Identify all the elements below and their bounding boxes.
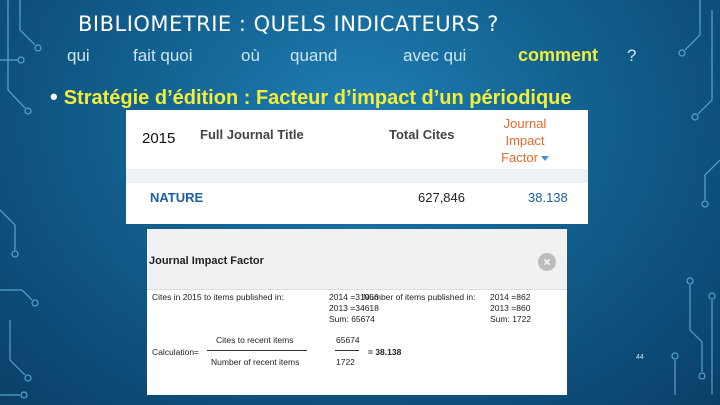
- numerator-label: Cites to recent items: [216, 335, 294, 345]
- items-label: Number of items published in:: [363, 292, 476, 302]
- slide-number: 44: [636, 354, 644, 361]
- col-header-jif[interactable]: Journal Impact Factor: [492, 115, 558, 166]
- question-quand: quand: [290, 46, 338, 65]
- fraction-bar-labels: [207, 350, 307, 351]
- items-2014: 2014 =862: [490, 292, 531, 302]
- bullet-dot-icon: •: [50, 84, 58, 109]
- jcr-year: 2015: [142, 130, 176, 147]
- question-avec-qui: avec qui: [403, 46, 467, 65]
- question-ou: où: [241, 46, 260, 65]
- popup-title: Journal Impact Factor: [149, 255, 264, 267]
- jif-value-link[interactable]: 38.138: [528, 190, 568, 205]
- cites-2013: 2013 =34618: [329, 303, 379, 313]
- journal-name-link[interactable]: NATURE: [150, 190, 204, 205]
- question-fait-quoi: fait quoi: [133, 46, 193, 65]
- calculation-result: = 38.138: [368, 347, 402, 357]
- denominator-label: Number of recent items: [211, 357, 300, 367]
- items-sum: Sum: 1722: [490, 314, 532, 324]
- question-mark: ?: [627, 46, 637, 65]
- col-header-title[interactable]: Full Journal Title: [200, 127, 304, 142]
- question-qui: qui: [67, 46, 90, 65]
- sort-down-icon[interactable]: [540, 156, 549, 162]
- cites-2014: 2014 =31056: [329, 292, 379, 302]
- jif-header-line2: Impact: [505, 133, 545, 148]
- cites-sum: Sum: 65674: [329, 314, 375, 324]
- cites-label: Cites in 2015 to items published in:: [152, 292, 284, 302]
- numerator-value: 65674: [336, 335, 360, 345]
- table-divider: [126, 169, 588, 183]
- bullet-point: • Stratégie d’édition : Facteur d’impact …: [50, 84, 572, 110]
- jcr-table-screenshot: 2015 Full Journal Title Total Cites Jour…: [126, 110, 588, 224]
- total-cites-value: 627,846: [418, 190, 465, 205]
- close-icon[interactable]: ×: [538, 253, 556, 271]
- col-header-cites[interactable]: Total Cites: [389, 127, 455, 142]
- bullet-text: Stratégie d’édition : Facteur d’impact d…: [63, 87, 572, 109]
- jif-header-line1: Journal: [503, 116, 547, 131]
- calculation-label: Calculation=: [152, 347, 200, 357]
- fraction-bar-values: [335, 350, 359, 351]
- jif-header-line3: Factor: [501, 150, 538, 165]
- slide-title: BIBLIOMETRIE : QUELS INDICATEURS ?: [78, 12, 499, 36]
- jif-calculation-popup: Journal Impact Factor × Cites in 2015 to…: [147, 229, 567, 395]
- question-words: qui fait quoi où quand avec qui comment …: [0, 45, 720, 72]
- denominator-value: 1722: [336, 357, 355, 367]
- popup-header: Journal Impact Factor ×: [147, 229, 567, 290]
- items-2013: 2013 =860: [490, 303, 531, 313]
- question-comment: comment: [518, 45, 599, 65]
